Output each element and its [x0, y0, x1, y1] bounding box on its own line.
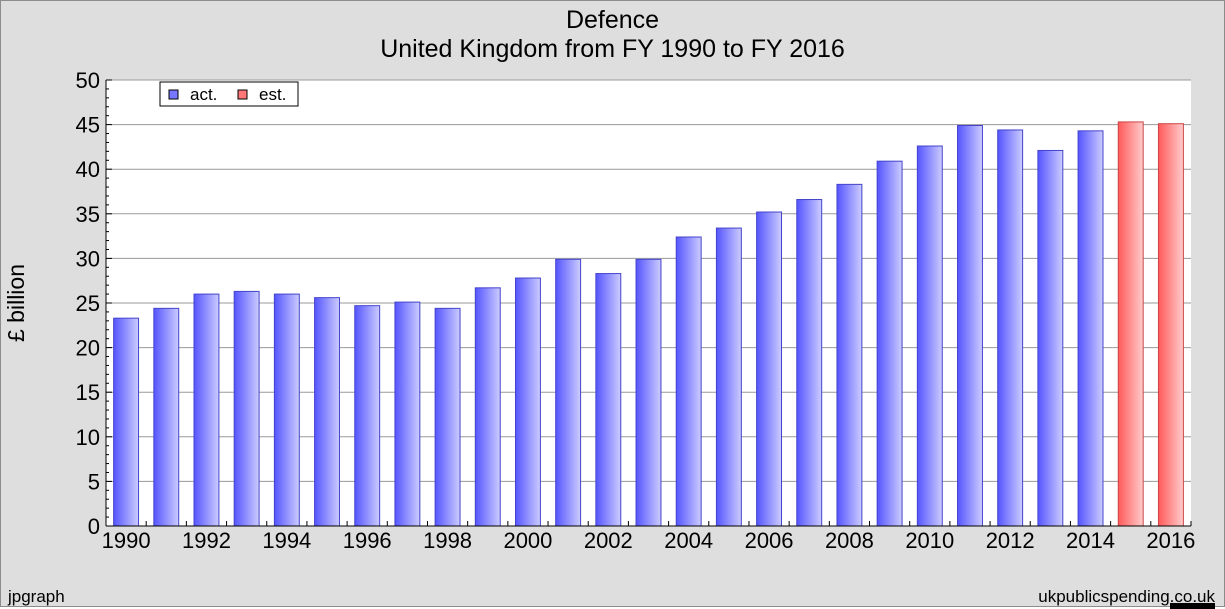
bar-2008: [836, 183, 863, 527]
legend: act. est.: [159, 81, 299, 107]
y-tick-label: 25: [76, 291, 100, 316]
x-tick-label: 2004: [664, 528, 713, 553]
y-axis-label: £ billion: [3, 264, 29, 342]
bar-1998: [434, 307, 461, 527]
x-tick-label: 1990: [102, 528, 151, 553]
legend-box: [159, 81, 299, 107]
bar-1993: [233, 290, 260, 527]
bar-2002: [595, 273, 622, 527]
x-tick-label: 2012: [986, 528, 1035, 553]
x-tick-label: 2016: [1146, 528, 1195, 553]
bar-2005: [715, 227, 742, 527]
bars: [113, 121, 1184, 527]
x-tick-label: 1996: [343, 528, 392, 553]
bar-2011: [957, 124, 983, 527]
bar-1990: [113, 317, 140, 527]
x-tick-label: 2010: [905, 528, 954, 553]
bar-2010: [916, 145, 943, 527]
x-tick-label: 1998: [423, 528, 472, 553]
bar-2009: [876, 160, 903, 527]
bar-2012: [997, 129, 1024, 527]
bar-2000: [514, 277, 541, 527]
legend-label-act: act.: [190, 85, 217, 104]
bar-2004: [675, 236, 702, 527]
y-tick-label: 40: [76, 157, 100, 182]
y-tick-label: 30: [76, 246, 100, 271]
y-tick-label: 35: [76, 202, 100, 227]
chart-title: Defence: [565, 6, 660, 34]
bar-2016: [1157, 123, 1184, 527]
x-tick-labels: 1990 1992 1994 1996 1998 2000 2002 2004 2006 2008…: [102, 528, 1196, 553]
x-tick-label: 2002: [584, 528, 633, 553]
x-tick-label: 2014: [1066, 528, 1115, 553]
legend-swatch-act: [168, 89, 179, 100]
bar-2014: [1077, 130, 1104, 527]
y-tick-label: 50: [76, 68, 100, 93]
bar-2001: [555, 258, 582, 527]
y-tick-label: 20: [76, 336, 100, 361]
x-tick-label: 2006: [745, 528, 794, 553]
bar-1991: [153, 307, 180, 527]
y-tick-label: 5: [88, 469, 100, 494]
x-tick-label: 2008: [825, 528, 874, 553]
title-block: Defence United Kingdom from FY 1990 to F…: [0, 6, 1225, 64]
legend-label-est: est.: [259, 85, 286, 104]
footer-credit-right: ukpublicspending.co.uk: [1038, 587, 1215, 606]
legend-swatch-est: [237, 89, 248, 100]
bar-1999: [474, 287, 501, 527]
bar-1997: [394, 301, 421, 527]
chart-subtitle: United Kingdom from FY 1990 to FY 2016: [380, 35, 845, 63]
bar-1995: [314, 297, 340, 527]
x-tick-label: 1992: [182, 528, 231, 553]
bar-2003: [635, 258, 662, 527]
x-tick-label: 2000: [503, 528, 552, 553]
bar-2015: [1117, 121, 1144, 527]
corner-mark: [1170, 603, 1215, 609]
y-tick-label: 15: [76, 380, 100, 405]
bar-2006: [756, 211, 783, 527]
y-tick-labels: 0 5 10 15 20 25 30 35 40 45 50: [76, 68, 100, 539]
y-tick-label: 45: [76, 113, 100, 138]
axes: [105, 79, 1192, 527]
y-tick-label: 0: [88, 514, 100, 539]
x-tick-label: 1994: [262, 528, 311, 553]
bar-1994: [273, 293, 300, 527]
bar-2007: [796, 199, 823, 527]
bar-1996: [354, 305, 381, 527]
bar-1992: [193, 293, 220, 527]
y-tick-label: 10: [76, 425, 100, 450]
bar-2013: [1037, 149, 1064, 527]
footer-credit-left: jpgraph: [8, 587, 65, 606]
